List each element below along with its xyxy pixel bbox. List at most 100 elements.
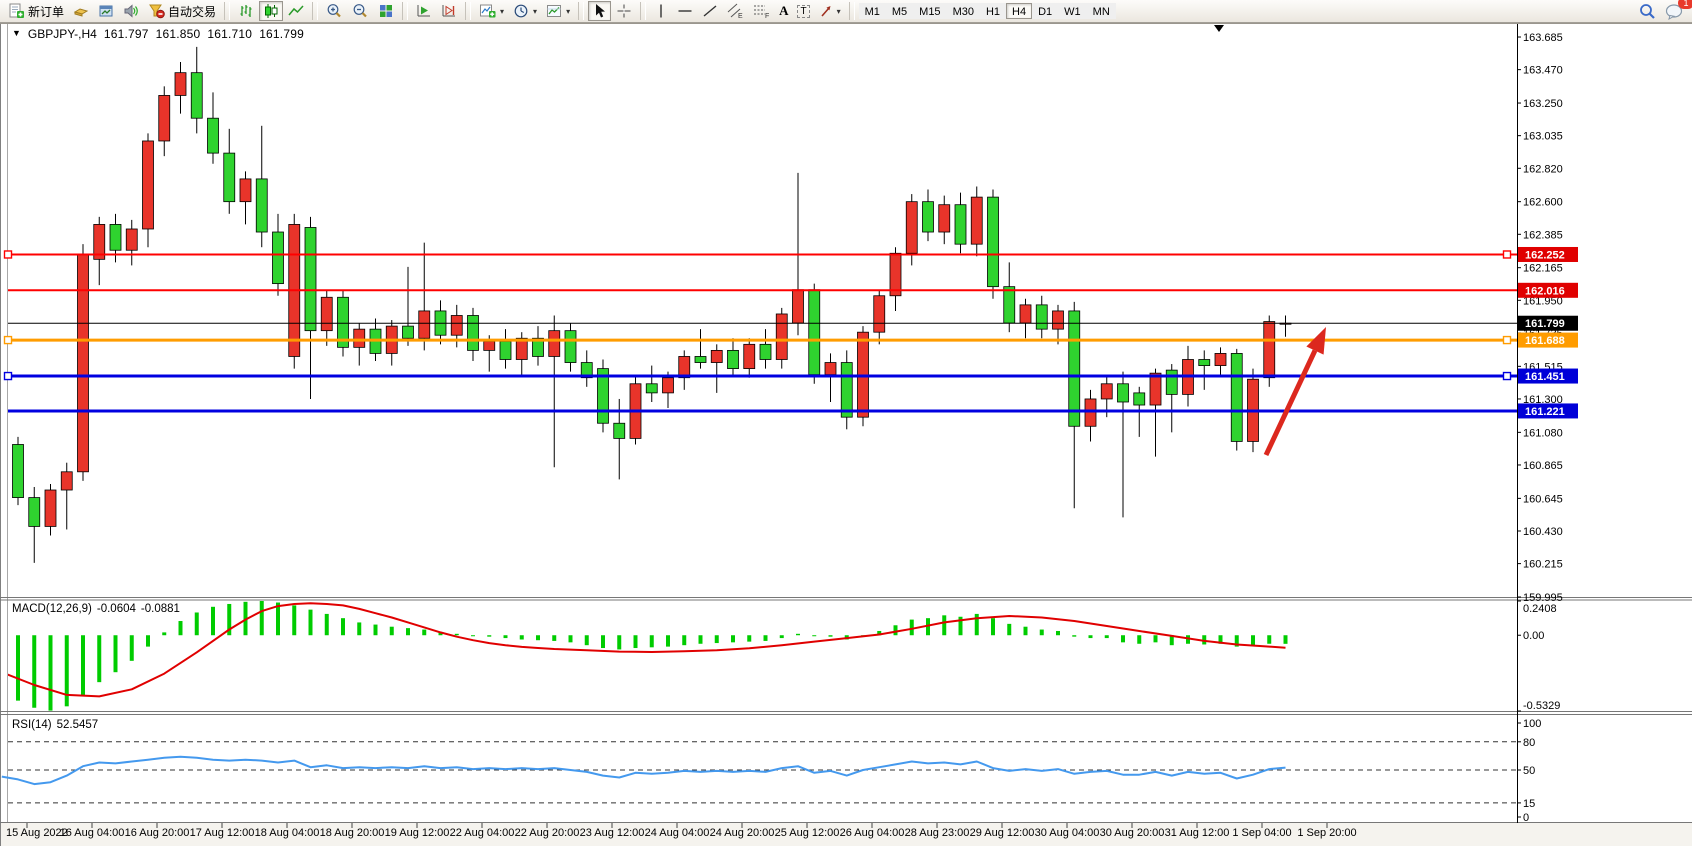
timeframe-m1-button[interactable]: M1 [858, 3, 886, 19]
time-label: 18 Aug 04:00 [255, 827, 320, 839]
timeframe-m15-button[interactable]: M15 [913, 3, 947, 19]
chevron-down-icon: ▾ [566, 6, 571, 16]
text-button[interactable]: A [775, 1, 792, 21]
charts-window-icon [99, 5, 113, 17]
candle [337, 296, 349, 348]
candle [93, 224, 106, 260]
trend-arrow-shaft[interactable] [1263, 349, 1318, 457]
price-tag-162.016 [1518, 282, 1578, 298]
trendline-button[interactable] [698, 1, 722, 21]
toolbar-separator [402, 2, 409, 20]
candle [889, 252, 902, 297]
svg-text:161.799: 161.799 [1525, 318, 1565, 330]
hline-handle[interactable] [1502, 335, 1512, 345]
candle [662, 377, 674, 394]
cursor-icon [596, 4, 606, 18]
candle [1230, 353, 1243, 442]
hline-handle[interactable] [1502, 250, 1512, 259]
candle [60, 471, 73, 491]
zoom-out-button[interactable] [348, 1, 373, 21]
timeframe-mn-button[interactable]: MN [1086, 3, 1116, 19]
timeframe-bar: M1 M5 M15 M30 H1 H4 D1 W1 MN [858, 2, 1116, 20]
candle [125, 228, 138, 251]
horizontal-line-button[interactable] [673, 1, 697, 21]
hline-handle[interactable] [3, 371, 13, 381]
chart-shift-button[interactable] [437, 1, 461, 21]
candle [613, 422, 626, 439]
trendline-icon [703, 5, 717, 17]
svg-text:-0.5329: -0.5329 [1523, 700, 1560, 712]
market-watch-button[interactable] [69, 1, 93, 21]
new-order-button[interactable]: 新订单 [4, 1, 68, 21]
candle [564, 330, 577, 363]
tile-windows-icon [380, 5, 393, 17]
timeframe-d1-button[interactable]: D1 [1032, 3, 1059, 19]
timeframe-w1-button[interactable]: W1 [1058, 3, 1087, 19]
candle [1263, 321, 1276, 379]
timeframe-m5-button[interactable]: M5 [885, 3, 914, 19]
arrows-button[interactable]: ▾ [815, 1, 845, 21]
toolbar-separator [465, 2, 472, 20]
candle [792, 289, 804, 324]
svg-text:161.688: 161.688 [1525, 335, 1565, 347]
candle [353, 328, 366, 348]
channel-button[interactable]: E [723, 1, 748, 21]
charts-window-button[interactable] [94, 1, 118, 21]
svg-text:F: F [765, 13, 769, 19]
timeframe-h1-button[interactable]: H1 [979, 3, 1007, 19]
line-chart-button[interactable] [284, 1, 308, 21]
search-button[interactable] [1634, 1, 1660, 21]
chevron-down-icon: ▾ [836, 6, 841, 16]
periods-button[interactable]: ▾ [509, 1, 541, 21]
fibonacci-icon: F [754, 5, 769, 19]
candle [1133, 392, 1146, 406]
chevron-down-icon: ▾ [500, 6, 505, 16]
candle [1165, 369, 1178, 395]
candle [1035, 304, 1048, 330]
svg-text:E: E [738, 13, 743, 19]
toolbar-separator [224, 2, 231, 20]
price-tag-161.688 [1518, 332, 1578, 348]
candle [44, 489, 57, 527]
sound-button[interactable] [119, 1, 143, 21]
trend-arrow-head[interactable] [1306, 327, 1326, 355]
notification-badge[interactable]: 1 [1678, 0, 1692, 9]
price-tag-161.799 [1518, 315, 1578, 331]
fibonacci-button[interactable]: F [749, 1, 774, 21]
tile-windows-button[interactable] [374, 1, 398, 21]
timeframe-m30-button[interactable]: M30 [946, 3, 980, 19]
collapse-icon[interactable]: ▼ [12, 28, 21, 38]
candle [1052, 310, 1064, 330]
auto-scroll-button[interactable] [412, 1, 436, 21]
label-button[interactable]: T [793, 1, 813, 21]
templates-button[interactable]: ▾ [542, 1, 574, 21]
bars-chart-button[interactable] [234, 1, 258, 21]
indicators-button[interactable]: ▾ [475, 1, 508, 21]
time-label: 23 Aug 12:00 [580, 827, 645, 839]
candle [207, 117, 219, 154]
svg-text:161.451: 161.451 [1525, 371, 1565, 383]
time-label: 17 Aug 12:00 [190, 827, 255, 839]
hline-handle[interactable] [3, 250, 13, 259]
vertical-line-button[interactable] [650, 1, 672, 21]
candles-chart-button[interactable] [259, 1, 284, 21]
candle [1149, 372, 1162, 406]
notifications-button[interactable] [1661, 1, 1688, 21]
autotrade-button[interactable]: 自动交易 [144, 1, 220, 21]
hline-handle[interactable] [3, 335, 13, 345]
svg-text:163.035: 163.035 [1523, 131, 1563, 143]
price-tag-161.451 [1518, 368, 1578, 384]
zoom-out-icon [353, 4, 367, 18]
time-label: 1 Sep 20:00 [1297, 827, 1356, 839]
crosshair-button[interactable] [612, 1, 636, 21]
candle [483, 340, 496, 351]
label-t-icon: T [797, 4, 810, 18]
zoom-in-button[interactable] [322, 1, 347, 21]
hline-handle[interactable] [1502, 371, 1512, 381]
timeframe-h4-button[interactable]: H4 [1006, 3, 1033, 19]
candle [678, 356, 691, 379]
time-label: 28 Aug 23:00 [905, 827, 970, 839]
cursor-button[interactable] [588, 1, 612, 21]
svg-text:161.080: 161.080 [1523, 427, 1563, 439]
